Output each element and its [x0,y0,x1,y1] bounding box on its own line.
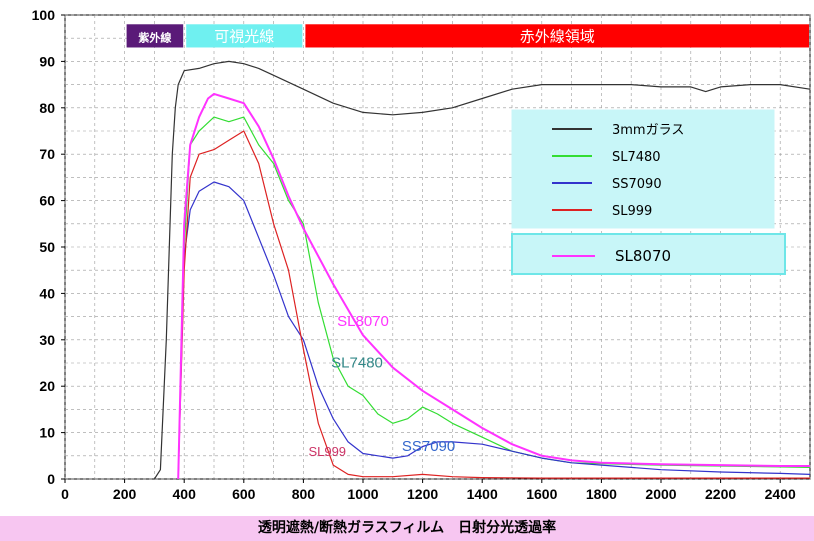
series-line [153,60,811,480]
y-tick-label: 0 [47,471,55,487]
y-tick-label: 90 [39,53,55,69]
x-tick-label: 1600 [526,486,557,502]
annotation-label: SL999 [308,444,346,459]
y-tick-label: 30 [39,332,55,348]
annotation-label: SL7480 [331,355,383,372]
x-tick-label: 0 [61,486,69,502]
band-label: 可視光線 [214,27,274,45]
x-tick-label: 1000 [347,486,378,502]
x-tick-label: 2000 [645,486,676,502]
axes: 0 200 400 600 800 1000 1200 1400 1600 1800 2000 220… [32,7,796,502]
band-2 [305,24,809,48]
legend: 3mmガラス SL7480 SS7090 SL999 SL8070 [511,109,786,275]
y-tick-label: 70 [39,146,55,162]
y-tick-label: 60 [39,193,55,209]
legend-label: SS7090 [612,177,662,192]
x-tick-label: 200 [113,486,137,502]
x-tick-label: 1200 [407,486,438,502]
band-1 [186,24,303,48]
annotation-label: SS7090 [402,438,455,455]
y-tick-label: 10 [39,425,55,441]
series-line [177,92,810,480]
spectral-transmittance-chart: 紫外線 可視光線 赤外線領域 0 200 400 600 800 1000 1200 1400 16… [0,0,814,516]
legend-box-extra [511,233,786,275]
annotations: SL8070 SL7480 SS7090 SL999 [308,313,455,459]
x-tick-label: 1400 [467,486,498,502]
x-tick-label: 2400 [765,486,796,502]
band-0 [126,24,184,48]
band-label: 紫外線 [138,30,171,44]
series-lines [153,60,811,480]
legend-label: SL999 [612,204,652,219]
y-tick-label: 100 [32,7,56,23]
series-line [177,181,811,480]
x-tick-label: 2200 [705,486,736,502]
y-tick-label: 50 [39,239,55,255]
legend-label: SL8070 [615,247,671,265]
x-tick-label: 400 [173,486,197,502]
legend-label: SL7480 [612,150,661,165]
y-tick-label: 80 [39,100,55,116]
annotation-label: SL8070 [337,313,389,330]
x-tick-label: 1800 [586,486,617,502]
series-line [177,130,810,480]
band-label: 赤外線領域 [520,27,595,45]
spectrum-bands: 紫外線 可視光線 赤外線領域 [126,24,809,48]
y-tick-label: 20 [39,378,55,394]
legend-label: 3mmガラス [612,123,684,138]
y-tick-label: 40 [39,285,55,301]
x-tick-label: 600 [232,486,256,502]
x-tick-label: 800 [292,486,316,502]
chart-caption: 透明遮熱/断熱ガラスフィルム 日射分光透過率 [257,520,557,536]
